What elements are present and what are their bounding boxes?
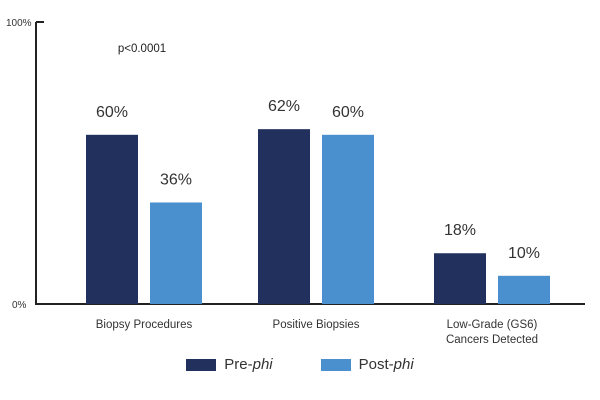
bar-pre-phi-2 xyxy=(434,253,486,304)
category-label-0: Biopsy Procedures xyxy=(96,319,193,331)
bar-post-phi-1 xyxy=(322,134,374,304)
bar-post-phi-2 xyxy=(498,275,550,304)
p-value-annotation: p<0.0001 xyxy=(118,43,166,55)
chart-labels: 100% 0% p<0.0001 60% 62% 18% 36% 60% 10% Biopsy P… xyxy=(6,18,540,346)
legend-item-post-phi: Post-phi xyxy=(320,356,414,373)
category-label-2: Low-Grade (GS6) Cancers Detected xyxy=(446,319,538,346)
chart-bars xyxy=(86,129,550,304)
y-tick-label-min: 0% xyxy=(12,300,27,311)
value-label-pre-phi-2: 18% xyxy=(444,222,476,239)
legend-label-post-phi: Post-phi xyxy=(358,356,414,373)
value-label-pre-phi-0: 60% xyxy=(96,104,128,121)
category-label-1: Positive Biopsies xyxy=(273,319,360,331)
bar-pre-phi-1 xyxy=(258,129,310,304)
legend-item-pre-phi: Pre-phi xyxy=(186,356,273,373)
legend-label-pre-phi: Pre-phi xyxy=(224,356,273,373)
bar-pre-phi-0 xyxy=(86,134,138,304)
value-label-pre-phi-1: 62% xyxy=(268,98,300,115)
legend-swatch-post-phi xyxy=(320,358,351,371)
value-label-post-phi-0: 36% xyxy=(160,171,192,188)
legend-swatch-pre-phi xyxy=(186,358,217,371)
value-label-post-phi-2: 10% xyxy=(508,245,540,262)
chart-legend: Pre-phi Post-phi xyxy=(0,356,600,373)
bar-post-phi-0 xyxy=(150,202,202,304)
value-label-post-phi-1: 60% xyxy=(332,104,364,121)
y-tick-label-max: 100% xyxy=(6,18,32,29)
